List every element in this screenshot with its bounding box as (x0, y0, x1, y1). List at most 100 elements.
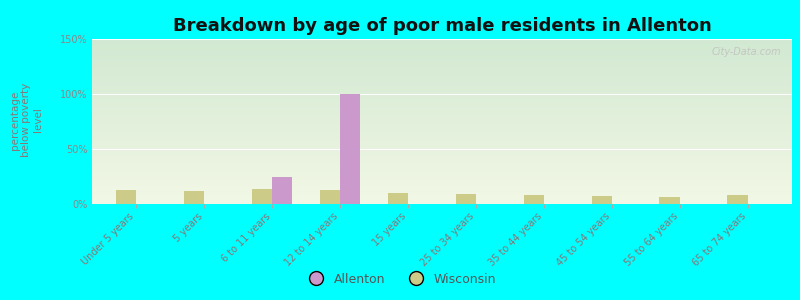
Text: percentage
below poverty
level: percentage below poverty level (10, 83, 43, 157)
Bar (92, 97, 792, 98)
Text: City-Data.com: City-Data.com (712, 47, 782, 57)
Bar (92, 167, 792, 168)
Bar (92, 128, 792, 129)
Bar (92, 105, 792, 106)
Bar (92, 133, 792, 134)
Bar (272, 176, 293, 204)
Bar (388, 193, 408, 204)
Bar (92, 136, 792, 137)
Bar (92, 196, 792, 197)
Bar (92, 46, 792, 47)
Bar (92, 62, 792, 63)
Bar (92, 176, 792, 178)
Bar (92, 186, 792, 188)
Bar (92, 85, 792, 86)
Bar (92, 161, 792, 162)
Bar (92, 96, 792, 97)
Bar (92, 49, 792, 50)
Bar (92, 90, 792, 91)
Bar (591, 196, 612, 204)
Bar (92, 163, 792, 164)
Bar (92, 79, 792, 80)
Bar (92, 60, 792, 61)
Bar (92, 93, 792, 94)
Bar (92, 100, 792, 102)
Bar (92, 87, 792, 88)
Bar (92, 107, 792, 108)
Bar (92, 42, 792, 44)
Bar (523, 195, 544, 204)
Bar (92, 72, 792, 73)
Bar (92, 41, 792, 42)
Bar (92, 80, 792, 81)
Bar (92, 160, 792, 161)
Bar (92, 81, 792, 82)
Bar (92, 151, 792, 152)
Bar (92, 103, 792, 104)
Bar (92, 181, 792, 182)
Bar (92, 146, 792, 147)
Bar (92, 39, 792, 40)
Bar (92, 145, 792, 146)
Bar (92, 168, 792, 169)
Bar (92, 67, 792, 68)
Bar (92, 123, 792, 124)
Bar (92, 57, 792, 58)
Bar (92, 92, 792, 93)
Bar (92, 178, 792, 179)
Bar (92, 193, 792, 194)
Legend: Allenton, Wisconsin: Allenton, Wisconsin (298, 268, 502, 291)
Bar (92, 158, 792, 159)
Bar (92, 189, 792, 190)
Bar (92, 171, 792, 172)
Bar (92, 70, 792, 71)
Bar (92, 180, 792, 181)
Bar (92, 182, 792, 183)
Bar (92, 113, 792, 114)
Bar (92, 174, 792, 175)
Bar (92, 77, 792, 79)
Bar (340, 94, 361, 204)
Bar (92, 179, 792, 180)
Bar (92, 183, 792, 184)
Bar (659, 197, 680, 204)
Bar (92, 61, 792, 62)
Bar (92, 63, 792, 64)
Bar (92, 120, 792, 122)
Bar (92, 104, 792, 105)
Bar (92, 118, 792, 119)
Bar (92, 44, 792, 46)
Bar (92, 48, 792, 49)
Bar (92, 110, 792, 112)
Bar (92, 156, 792, 157)
Bar (92, 115, 792, 116)
Bar (92, 56, 792, 57)
Bar (92, 166, 792, 167)
Bar (92, 162, 792, 163)
Bar (92, 76, 792, 77)
Bar (92, 195, 792, 196)
Bar (727, 195, 748, 204)
Bar (92, 50, 792, 51)
Bar (92, 126, 792, 127)
Bar (92, 184, 792, 185)
Bar (92, 53, 792, 54)
Bar (92, 112, 792, 113)
Bar (92, 124, 792, 125)
Bar (92, 190, 792, 191)
Bar (92, 150, 792, 151)
Bar (92, 108, 792, 110)
Bar (92, 51, 792, 52)
Bar (92, 139, 792, 140)
Bar (92, 94, 792, 95)
Title: Breakdown by age of poor male residents in Allenton: Breakdown by age of poor male residents … (173, 17, 711, 35)
Bar (92, 125, 792, 126)
Bar (92, 84, 792, 85)
Bar (92, 149, 792, 150)
Bar (92, 185, 792, 186)
Bar (92, 54, 792, 56)
Bar (92, 58, 792, 59)
Bar (92, 86, 792, 87)
Bar (92, 159, 792, 160)
Bar (92, 197, 792, 199)
